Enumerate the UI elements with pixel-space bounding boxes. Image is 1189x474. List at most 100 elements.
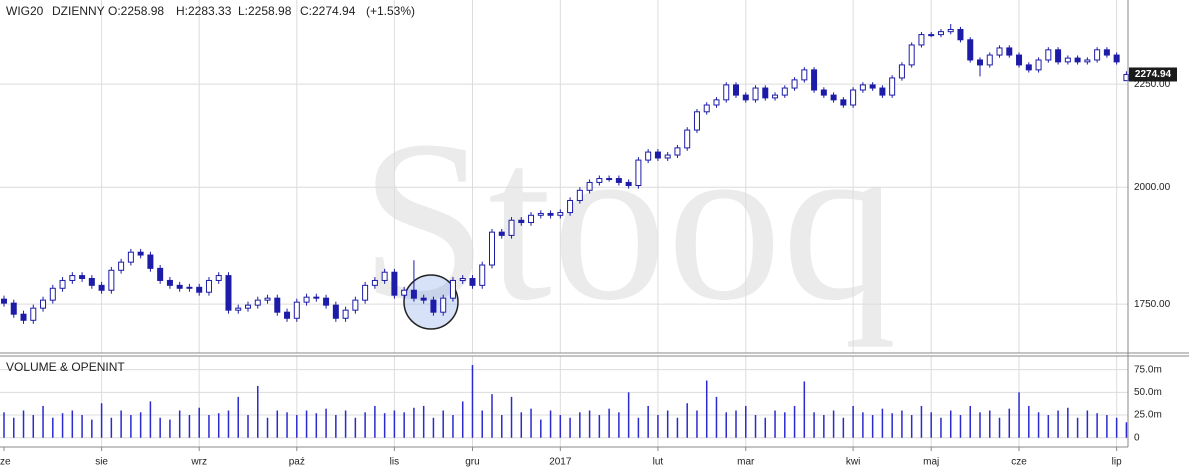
volume-bar	[940, 417, 942, 438]
candle-body	[908, 44, 915, 66]
header-annotation: L:2258.98	[238, 4, 292, 18]
last-price-label: 2274.94	[1135, 69, 1172, 80]
candle-body	[362, 284, 369, 301]
candle-body	[1016, 54, 1023, 66]
volume-bar	[120, 410, 122, 438]
volume-bar	[1067, 407, 1069, 438]
panel-title: VOLUME & OPENINT	[6, 360, 125, 374]
volume-bar	[1115, 417, 1118, 438]
candle-body	[937, 31, 944, 36]
candle-body	[547, 212, 554, 216]
volume-bar	[110, 417, 113, 438]
volume-bar	[71, 410, 74, 438]
candle-body	[918, 34, 925, 46]
volume-bar	[296, 415, 298, 438]
x-tick-label: 2017	[549, 457, 572, 468]
candle-body	[1045, 49, 1052, 61]
candle-body	[596, 178, 603, 183]
volume-bar	[735, 410, 737, 438]
candle-body	[762, 87, 769, 99]
candle-body	[889, 77, 896, 96]
x-tick-label: maj	[923, 457, 939, 468]
volume-bar	[383, 413, 386, 438]
volume-bar	[393, 410, 396, 438]
volume-bar	[1086, 410, 1089, 438]
candle-body	[859, 84, 866, 91]
candle-body	[69, 275, 76, 281]
volume-bar	[608, 408, 610, 438]
candle-body	[1113, 54, 1120, 63]
candle-body	[1094, 49, 1101, 61]
volume-bar	[559, 415, 562, 438]
x-tick-label: ze	[0, 457, 11, 468]
volume-bar	[823, 415, 825, 438]
candle-body	[615, 178, 622, 183]
volume-bar	[1008, 408, 1011, 438]
candle-body	[674, 147, 681, 156]
candle-body	[576, 189, 583, 201]
candle-body	[1064, 57, 1071, 63]
candle-body	[10, 302, 17, 315]
candle-body	[459, 278, 466, 281]
volume-bar	[169, 419, 171, 438]
candle-body	[176, 284, 183, 289]
candle-body	[166, 279, 173, 286]
candle-body	[196, 286, 203, 293]
candle-body	[98, 284, 105, 291]
volume-bar	[227, 410, 230, 438]
volume-bar	[1018, 392, 1020, 438]
volume-bar	[891, 413, 893, 438]
volume-bar	[745, 405, 747, 438]
x-tick-label: lip	[1112, 457, 1122, 468]
volume-bar	[881, 408, 884, 438]
volume-bar	[354, 417, 357, 438]
candle-body	[850, 89, 857, 106]
volume-bar	[627, 392, 630, 438]
volume-bar	[491, 394, 493, 438]
volume-bar	[237, 396, 239, 438]
candle-body	[957, 28, 964, 41]
volume-bar	[520, 412, 523, 438]
volume-bar	[178, 410, 181, 438]
volume-bar	[588, 410, 591, 438]
candle-body	[215, 275, 222, 281]
candle-body	[137, 251, 144, 256]
candle-body	[430, 299, 437, 313]
candle-body	[469, 278, 476, 286]
candle-body	[820, 89, 827, 96]
candle-body	[811, 69, 818, 91]
volume-bar	[22, 410, 25, 438]
volume-bar	[501, 415, 503, 438]
candle-body	[928, 34, 935, 37]
candle-body	[498, 231, 505, 236]
y-tick-label: 1750.00	[1134, 299, 1171, 310]
candle-body	[518, 219, 525, 224]
volume-bar	[725, 412, 727, 438]
volume-bar	[852, 405, 854, 438]
volume-bar	[32, 415, 35, 438]
candle-body	[742, 94, 749, 101]
candle-body	[801, 69, 808, 81]
volume-bar	[793, 405, 796, 438]
candle-body	[332, 304, 339, 319]
x-tick-label: lut	[653, 457, 664, 468]
candle-body	[127, 251, 134, 263]
header-annotation: H:2283.33	[176, 4, 232, 18]
volume-bar	[998, 417, 1001, 438]
x-tick-label: sie	[95, 457, 108, 468]
candle-body	[79, 275, 86, 280]
candle-body	[479, 264, 486, 286]
candle-body	[371, 279, 378, 286]
candle-body	[108, 269, 115, 291]
volume-bar	[862, 412, 864, 438]
volume-bar	[813, 412, 815, 438]
volume-bar	[481, 410, 483, 438]
header-annotation: C:2274.94	[300, 4, 356, 18]
volume-bar	[715, 396, 718, 438]
candle-body	[489, 231, 495, 266]
volume-bar	[247, 415, 249, 438]
volume-bar	[510, 396, 513, 438]
header-annotation: (+1.53%)	[366, 4, 415, 18]
candle-body	[40, 299, 47, 309]
volume-bar	[676, 417, 679, 438]
